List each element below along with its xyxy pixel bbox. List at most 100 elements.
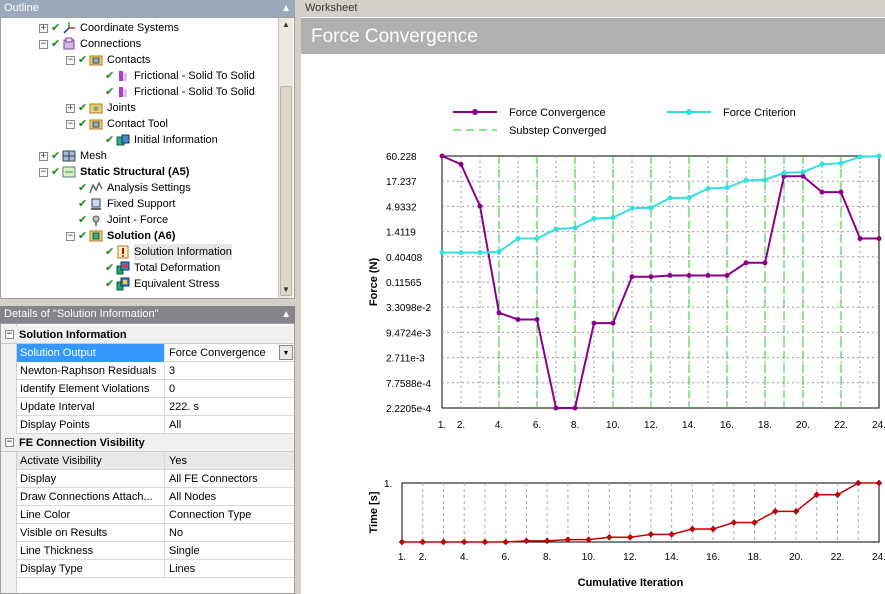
expand-icon[interactable]: + <box>39 150 48 161</box>
details-row[interactable]: Display All FE Connectors <box>17 470 294 488</box>
property-value[interactable]: Yes <box>165 452 294 470</box>
outline-tree[interactable]: + ✔ Coordinate Systems − ✔ Connections − ✔ Conta… <box>0 17 295 299</box>
tree-item[interactable]: − ✔ Contact Tool <box>66 116 168 132</box>
collapse-icon[interactable]: − <box>66 230 75 241</box>
data-point <box>534 236 540 242</box>
data-point <box>724 272 730 278</box>
property-value[interactable]: All FE Connectors <box>165 470 294 488</box>
data-point <box>419 538 427 546</box>
property-value[interactable]: Single <box>165 542 294 560</box>
data-point <box>585 536 593 543</box>
tree-item[interactable]: ✔ Analysis Settings <box>66 180 191 196</box>
property-value-text: 222. s <box>169 401 199 413</box>
tree-item[interactable]: ✔ Initial Information <box>93 132 218 148</box>
joint-force-icon <box>89 213 103 227</box>
property-name: Display Type <box>17 560 165 578</box>
tree-item[interactable]: + ✔ Coordinate Systems <box>39 20 179 36</box>
equivalent-stress-icon <box>116 277 130 291</box>
collapse-icon[interactable]: − <box>66 118 75 129</box>
property-value[interactable]: No <box>165 524 294 542</box>
details-row[interactable]: Identify Element Violations 0 <box>17 380 294 398</box>
checkmark-icon: ✔ <box>78 230 88 242</box>
data-point <box>543 537 551 545</box>
property-value-text: All <box>169 419 182 431</box>
checkmark-icon: ✔ <box>51 38 61 50</box>
property-name: Draw Connections Attach... <box>17 488 165 506</box>
details-row[interactable]: Solution Output Force Convergence ▼ <box>17 344 294 362</box>
collapse-icon[interactable]: − <box>5 329 14 339</box>
tree-item[interactable]: + ✔ Joints <box>66 100 136 116</box>
scroll-up-icon[interactable]: ▲ <box>282 20 290 29</box>
plot-area-force <box>441 155 880 409</box>
tree-item[interactable]: ✔ Total Deformation <box>93 260 220 276</box>
data-point <box>800 173 806 179</box>
tree-item[interactable]: ✔ Solution Information <box>93 244 232 260</box>
data-point <box>876 236 882 242</box>
property-value[interactable]: 0 <box>165 380 294 398</box>
x-tick-label: 20. <box>789 552 803 563</box>
data-point <box>502 538 510 546</box>
details-row[interactable]: Visible on Results No <box>17 524 294 542</box>
details-title: Details of "Solution Information" <box>4 308 159 320</box>
outline-scrollbar[interactable]: ▲ ▼ <box>278 18 293 298</box>
tree-item[interactable]: ✔ Frictional - Solid To Solid <box>93 68 255 84</box>
tree-item[interactable]: ✔ Frictional - Solid To Solid <box>93 84 255 100</box>
tree-item-label: Mesh <box>80 150 107 162</box>
property-value[interactable]: 3 <box>165 362 294 380</box>
property-value[interactable]: Lines <box>165 560 294 578</box>
data-point <box>591 216 597 222</box>
tree-item[interactable]: − ✔ Solution (A6) <box>66 228 175 244</box>
details-group-header[interactable]: − Solution Information <box>1 326 294 344</box>
collapse-icon[interactable]: − <box>39 166 48 177</box>
property-value[interactable]: All Nodes <box>165 488 294 506</box>
scroll-down-icon[interactable]: ▼ <box>282 285 290 294</box>
property-name: Display <box>17 470 165 488</box>
details-row[interactable]: Display Type Lines <box>17 560 294 578</box>
tree-item[interactable]: − ✔ Static Structural (A5) <box>39 164 189 180</box>
property-value[interactable]: Connection Type <box>165 506 294 524</box>
details-row[interactable]: Line Thickness Single <box>17 542 294 560</box>
tree-item-label: Frictional - Solid To Solid <box>134 70 255 82</box>
tree-item-label: Joint - Force <box>107 214 169 226</box>
collapse-icon[interactable]: − <box>5 437 14 447</box>
details-row[interactable]: Update Interval 222. s <box>17 398 294 416</box>
property-value[interactable]: All <box>165 416 294 434</box>
property-value[interactable]: 222. s <box>165 398 294 416</box>
tree-item-label: Connections <box>80 38 142 50</box>
chevron-down-icon[interactable]: ▼ <box>279 345 293 360</box>
data-point <box>523 537 530 545</box>
tree-item[interactable]: ✔ Joint - Force <box>66 212 168 228</box>
property-value-text: All Nodes <box>169 491 217 503</box>
data-point <box>751 519 758 526</box>
y-tick-label: 0.11565 <box>386 278 422 289</box>
details-row[interactable]: Newton-Raphson Residuals 3 <box>17 362 294 380</box>
property-name: Activate Visibility <box>17 452 165 470</box>
worksheet-tab[interactable]: Worksheet <box>301 0 885 17</box>
details-row[interactable]: Display Points All <box>17 416 294 434</box>
tree-item[interactable]: − ✔ Contacts <box>66 52 150 68</box>
pin-icon[interactable]: ▲ <box>281 3 291 14</box>
details-row[interactable]: Draw Connections Attach... All Nodes <box>17 488 294 506</box>
scrollbar-thumb[interactable] <box>280 86 292 296</box>
tree-item[interactable]: ✔ Equivalent Stress <box>93 276 220 292</box>
property-value-text: Single <box>169 545 200 557</box>
plot-area-time <box>401 482 880 543</box>
pin-icon[interactable]: ▲ <box>281 309 291 320</box>
collapse-icon[interactable]: − <box>66 54 75 65</box>
tree-item[interactable]: − ✔ Connections <box>39 36 141 52</box>
expand-icon[interactable]: + <box>66 102 75 113</box>
x-tick-label: 4. <box>460 552 468 563</box>
tree-item[interactable]: + ✔ Mesh <box>39 148 107 164</box>
outline-title: Outline <box>4 2 39 14</box>
details-row[interactable]: Activate Visibility Yes <box>17 452 294 470</box>
x-tick-label: 16. <box>720 420 734 431</box>
tree-item[interactable]: ✔ Fixed Support <box>66 196 175 212</box>
collapse-icon[interactable]: − <box>39 38 48 49</box>
details-group-header[interactable]: − FE Connection Visibility <box>1 434 294 452</box>
expand-icon[interactable]: + <box>39 22 48 33</box>
y-tick-label: 4.9332 <box>386 202 417 213</box>
property-name: Identify Element Violations <box>17 380 165 398</box>
details-row[interactable]: Line Color Connection Type <box>17 506 294 524</box>
data-point <box>439 153 445 159</box>
property-dropdown[interactable]: Force Convergence ▼ <box>165 344 294 362</box>
